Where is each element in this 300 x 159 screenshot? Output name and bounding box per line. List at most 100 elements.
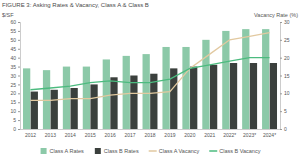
bar	[202, 40, 209, 129]
y2-axis-line	[281, 23, 283, 130]
y2-tick-label: 25	[284, 37, 290, 43]
legend-swatch	[149, 150, 157, 152]
legend: Class A RatesClass B RatesClass A Vacanc…	[41, 148, 261, 154]
y2-tick-label: 30	[284, 19, 290, 25]
y2-tick: 30	[280, 19, 290, 25]
bar	[43, 70, 50, 129]
line	[30, 58, 269, 90]
bar	[123, 56, 130, 129]
y2-tick-mark	[280, 58, 282, 59]
legend-label: Class B Rates	[104, 148, 139, 154]
x-tick: 2016	[105, 129, 116, 138]
y-axis-line	[18, 23, 21, 130]
y-tick-mark	[18, 129, 20, 130]
y-tick-label: 40	[10, 55, 16, 61]
x-tick: 2021	[204, 129, 215, 138]
y-tick-mark	[18, 93, 20, 94]
y-tick-label: 15	[10, 99, 16, 105]
bar	[270, 63, 277, 129]
x-tick: 2012	[25, 129, 36, 138]
marks	[23, 29, 277, 129]
legend-label: Class A Rates	[50, 148, 84, 154]
y-tick-mark	[18, 49, 20, 50]
y2-tick: 15	[280, 73, 290, 79]
y2-tick: 0	[280, 126, 287, 132]
x-tick-label: 2023*	[243, 132, 256, 138]
bar	[182, 47, 189, 129]
bar	[83, 67, 90, 129]
y2-tick-label: 20	[284, 55, 290, 61]
y-tick-mark	[18, 58, 20, 59]
y-tick-label: 45	[10, 46, 16, 52]
line	[30, 33, 269, 101]
y2-tick: 25	[280, 37, 290, 43]
y-tick-label: 50	[10, 37, 16, 43]
y-tick-mark	[18, 31, 20, 32]
legend-swatch	[41, 148, 47, 154]
y-tick: 0	[13, 126, 20, 132]
x-tick-label: 2021	[204, 132, 215, 138]
bar	[23, 68, 30, 129]
x-tick-label: 2019	[164, 132, 175, 138]
y-tick-label: 35	[10, 64, 16, 70]
x-tick: 2022*	[223, 129, 236, 138]
y2-tick: 5	[280, 108, 287, 114]
y2-tick-mark	[280, 111, 282, 112]
y2-tick: 20	[280, 55, 290, 61]
legend-item: Class A Rates	[41, 148, 84, 154]
y2-tick-label: 10	[284, 90, 290, 96]
y-tick: 55	[10, 28, 20, 34]
bar	[230, 63, 237, 129]
x-tick-label: 2012	[25, 132, 36, 138]
chart: FIGURE 3: Asking Rates & Vacancy, Class …	[0, 0, 300, 159]
x-tick: 2018	[144, 129, 155, 138]
x-tick: 2014	[65, 129, 76, 138]
y2-tick-mark	[280, 40, 282, 41]
x-tick: 2017	[125, 129, 136, 138]
y-tick-mark	[18, 22, 20, 23]
y-tick-label: 30	[10, 73, 16, 79]
y2-tick-label: 5	[284, 108, 287, 114]
y-tick-mark	[18, 84, 20, 85]
y-tick: 5	[13, 117, 20, 123]
bar	[222, 31, 229, 129]
y-tick: 45	[10, 46, 20, 52]
x-tick: 2015	[85, 129, 96, 138]
y-tick: 50	[10, 37, 20, 43]
bar	[242, 29, 249, 129]
y-tick-label: 20	[10, 90, 16, 96]
x-tick-label: 2018	[144, 132, 155, 138]
x-axis: 2012201320142015201620172018201920202021…	[21, 129, 281, 138]
y2-tick-label: 15	[284, 73, 290, 79]
y2-tick-label: 0	[284, 126, 287, 132]
bar	[162, 47, 169, 129]
bar	[31, 92, 38, 129]
y-tick: 10	[10, 108, 20, 114]
legend-swatch	[209, 150, 217, 152]
y-tick-mark	[18, 40, 20, 41]
y-axis: 051015202530354045505560	[10, 19, 20, 132]
y2-tick-mark	[280, 93, 282, 94]
bar	[63, 67, 70, 129]
y-tick-mark	[18, 120, 20, 121]
y-tick: 25	[10, 82, 20, 88]
y-tick: 35	[10, 64, 20, 70]
x-tick-label: 2022*	[223, 132, 236, 138]
x-tick-label: 2024*	[263, 132, 276, 138]
y-tick-mark	[18, 111, 20, 112]
title: FIGURE 3: Asking Rates & Vacancy, Class …	[2, 2, 149, 8]
bar	[250, 63, 257, 129]
bar	[210, 65, 217, 129]
legend-swatch	[95, 148, 101, 154]
x-tick: 2013	[45, 129, 56, 138]
bar	[262, 29, 269, 129]
x-tick-label: 2016	[105, 132, 116, 138]
legend-label: Class B Vacancy	[219, 148, 260, 154]
y-tick-label: 55	[10, 28, 16, 34]
bar	[90, 84, 97, 129]
x-tick-label: 2013	[45, 132, 56, 138]
bar	[70, 88, 77, 129]
y2-tick-mark	[280, 22, 282, 23]
y-axis-title: $/SF	[2, 12, 14, 18]
y2-axis-title: Vacancy Rate (%)	[254, 12, 298, 18]
